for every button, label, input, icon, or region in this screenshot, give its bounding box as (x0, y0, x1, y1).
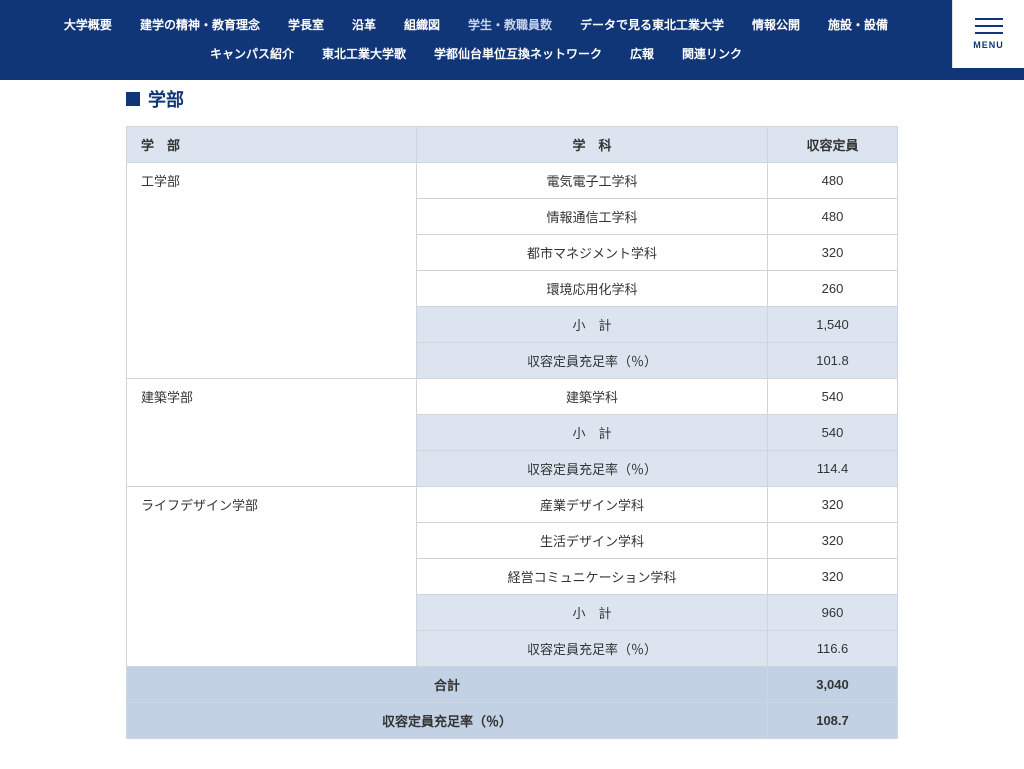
faculty-cell: 工学部 (127, 163, 417, 379)
table-row: 工学部電気電子工学科480 (127, 163, 898, 199)
section-title: 学部 (126, 86, 898, 112)
dept-cell: 経営コミュニケーション学科 (417, 559, 768, 595)
capacity-cell: 480 (768, 163, 898, 199)
total-fillrate-row: 収容定員充足率（％）108.7 (127, 703, 898, 739)
capacity-cell: 320 (768, 487, 898, 523)
total-label: 合計 (127, 667, 768, 703)
nav-item[interactable]: 組織図 (390, 10, 454, 39)
nav-item[interactable]: 学長室 (274, 10, 338, 39)
nav-item[interactable]: 学生・教職員数 (454, 10, 566, 39)
subtotal-label: 小 計 (417, 307, 768, 343)
dept-cell: 都市マネジメント学科 (417, 235, 768, 271)
subtotal-value: 540 (768, 415, 898, 451)
nav-item[interactable]: 学都仙台単位互換ネットワーク (420, 39, 616, 68)
capacity-cell: 260 (768, 271, 898, 307)
nav-row-1: 大学概要建学の精神・教育理念学長室沿革組織図学生・教職員数データで見る東北工業大… (20, 10, 932, 39)
menu-button[interactable]: MENU (952, 0, 1024, 68)
col-header-faculty: 学 部 (127, 127, 417, 163)
total-fillrate-value: 108.7 (768, 703, 898, 739)
capacity-table: 学 部 学 科 収容定員 工学部電気電子工学科480情報通信工学科480都市マネ… (126, 126, 898, 739)
section-title-text: 学部 (148, 86, 184, 112)
capacity-cell: 540 (768, 379, 898, 415)
fillrate-label: 収容定員充足率（％） (417, 343, 768, 379)
faculty-cell: ライフデザイン学部 (127, 487, 417, 667)
nav-item[interactable]: 情報公開 (738, 10, 814, 39)
total-row: 合計3,040 (127, 667, 898, 703)
subtotal-label: 小 計 (417, 595, 768, 631)
subtotal-value: 1,540 (768, 307, 898, 343)
col-header-capacity: 収容定員 (768, 127, 898, 163)
dept-cell: 建築学科 (417, 379, 768, 415)
nav-links: 大学概要建学の精神・教育理念学長室沿革組織図学生・教職員数データで見る東北工業大… (0, 0, 952, 80)
faculty-cell: 建築学部 (127, 379, 417, 487)
capacity-cell: 320 (768, 559, 898, 595)
fillrate-label: 収容定員充足率（％） (417, 631, 768, 667)
nav-item[interactable]: 大学概要 (50, 10, 126, 39)
fillrate-label: 収容定員充足率（％） (417, 451, 768, 487)
nav-item[interactable]: 沿革 (338, 10, 390, 39)
hamburger-icon (975, 18, 1003, 34)
subtotal-label: 小 計 (417, 415, 768, 451)
table-row: 建築学部建築学科540 (127, 379, 898, 415)
fillrate-value: 101.8 (768, 343, 898, 379)
table-header-row: 学 部 学 科 収容定員 (127, 127, 898, 163)
total-fillrate-label: 収容定員充足率（％） (127, 703, 768, 739)
square-bullet-icon (126, 92, 140, 106)
nav-item[interactable]: 東北工業大学歌 (308, 39, 420, 68)
table-body: 工学部電気電子工学科480情報通信工学科480都市マネジメント学科320環境応用… (127, 163, 898, 739)
nav-item[interactable]: 広報 (616, 39, 668, 68)
capacity-cell: 480 (768, 199, 898, 235)
content-area: 学部 学 部 学 科 収容定員 工学部電気電子工学科480情報通信工学科480都… (0, 86, 1024, 769)
dept-cell: 情報通信工学科 (417, 199, 768, 235)
fillrate-value: 114.4 (768, 451, 898, 487)
fillrate-value: 116.6 (768, 631, 898, 667)
capacity-cell: 320 (768, 523, 898, 559)
nav-item[interactable]: 施設・設備 (814, 10, 902, 39)
nav-row-2: キャンパス紹介東北工業大学歌学都仙台単位互換ネットワーク広報関連リンク (20, 39, 932, 68)
top-nav: 大学概要建学の精神・教育理念学長室沿革組織図学生・教職員数データで見る東北工業大… (0, 0, 1024, 80)
nav-item[interactable]: 建学の精神・教育理念 (126, 10, 274, 39)
table-row: ライフデザイン学部産業デザイン学科320 (127, 487, 898, 523)
dept-cell: 環境応用化学科 (417, 271, 768, 307)
col-header-dept: 学 科 (417, 127, 768, 163)
total-value: 3,040 (768, 667, 898, 703)
menu-label: MENU (973, 40, 1004, 50)
subtotal-value: 960 (768, 595, 898, 631)
nav-item[interactable]: 関連リンク (668, 39, 756, 68)
nav-item[interactable]: データで見る東北工業大学 (566, 10, 738, 39)
capacity-cell: 320 (768, 235, 898, 271)
dept-cell: 電気電子工学科 (417, 163, 768, 199)
nav-item[interactable]: キャンパス紹介 (196, 39, 308, 68)
dept-cell: 産業デザイン学科 (417, 487, 768, 523)
dept-cell: 生活デザイン学科 (417, 523, 768, 559)
